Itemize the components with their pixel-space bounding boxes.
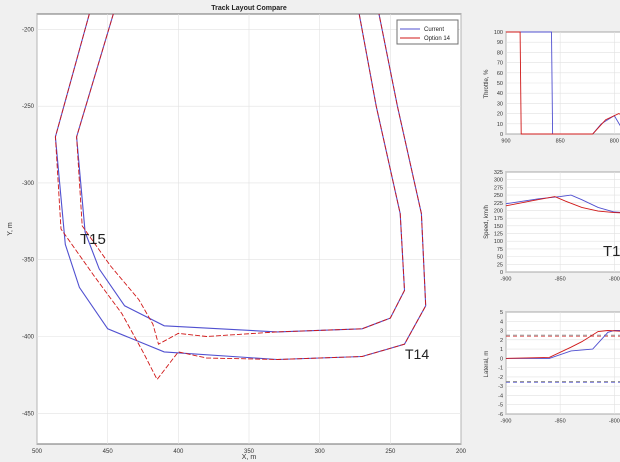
x-tick-label: -850: [555, 277, 566, 283]
y-tick-label: 70: [497, 61, 503, 67]
x-tick-label: 300: [315, 449, 326, 455]
y-tick-label: -450: [22, 411, 35, 417]
x-tick-label: -900: [500, 277, 511, 283]
x-tick-label: 900: [501, 139, 510, 145]
y-tick-label: -6: [498, 412, 503, 418]
y-tick-label: 60: [497, 71, 503, 77]
series-line-option-14: [506, 31, 620, 135]
lateral-panel: Lateral, m 5 4 3 2 1 0 -1 -2 -3 -4 -5 -6-900 -850 -80…: [484, 310, 620, 425]
x-tick-label: 200: [456, 449, 467, 455]
speed-ylabel: Speed, km/h: [484, 205, 490, 239]
y-tick-label: 40: [497, 91, 503, 97]
y-tick-label: -400: [22, 335, 35, 341]
x-tick-label: 400: [173, 449, 184, 455]
y-tick-label: 50: [497, 255, 503, 261]
lateral-lines: [505, 330, 620, 383]
y-tick-label: 50: [497, 81, 503, 87]
y-tick-label: 250: [494, 193, 503, 199]
lateral-ticks: 5 4 3 2 1 0 -1 -2 -3 -4 -5 -6-900 -850 -800: [498, 310, 620, 425]
throttle-lines: [506, 31, 620, 135]
y-tick-label: -250: [22, 104, 35, 110]
y-tick-label: -5: [498, 403, 503, 409]
main-track-lines: [54, 13, 427, 381]
corner-label-t14: T14: [405, 346, 429, 362]
main-legend: Current Option 14: [396, 19, 459, 45]
track-edge-inner-option-14: [76, 13, 405, 345]
y-tick-label: 0: [500, 132, 503, 138]
lateral-ylabel: Lateral, m: [484, 351, 490, 378]
y-tick-label: 200: [494, 208, 503, 214]
throttle-ylabel: Throttle, %: [484, 69, 490, 99]
y-tick-label: 0: [500, 356, 503, 362]
main-plot-ylabel: Y, m: [7, 222, 14, 236]
main-plot-title: Track Layout Compare: [211, 5, 287, 12]
legend-option-label: Option 14: [424, 36, 451, 42]
x-tick-label: 800: [610, 139, 619, 145]
speed-grid: [505, 171, 620, 273]
y-tick-label: 4: [500, 319, 503, 325]
legend-box: [396, 19, 459, 45]
speed-lines: [505, 194, 620, 214]
speed-ticks: 3253002752502252001751501251007550250-90…: [494, 170, 620, 283]
track-plot: Track Layout Compare X, m Y, m -200-250-…: [7, 5, 467, 461]
y-tick-label: -200: [22, 27, 35, 33]
lateral-grid: [505, 311, 620, 415]
legend-current-label: Current: [424, 27, 444, 33]
y-tick-label: 2: [500, 338, 503, 344]
speed-corner-label: T1: [603, 243, 620, 260]
y-tick-label: -3: [498, 384, 503, 390]
x-tick-label: -850: [555, 419, 566, 425]
x-tick-label: 350: [244, 449, 255, 455]
x-tick-label: -800: [609, 419, 620, 425]
y-tick-label: 25: [497, 262, 503, 268]
y-tick-label: 10: [497, 122, 503, 128]
y-tick-label: 175: [494, 216, 503, 222]
x-tick-label: 850: [556, 139, 565, 145]
series-line-current: [506, 330, 620, 359]
y-tick-label: 100: [494, 30, 503, 36]
series-line-option-14: [505, 196, 620, 214]
y-tick-label: 5: [500, 310, 503, 316]
y-tick-label: -350: [22, 258, 35, 264]
y-tick-label: 150: [494, 224, 503, 230]
y-tick-label: -2: [498, 375, 503, 381]
y-tick-label: -1: [498, 366, 503, 372]
speed-panel: Speed, km/h 3253002752502252001751501251…: [484, 170, 620, 283]
y-tick-label: -4: [498, 393, 503, 399]
y-tick-label: 100: [494, 239, 503, 245]
track-edge-outer-option-14: [54, 13, 427, 381]
x-tick-label: -900: [500, 419, 511, 425]
x-tick-label: 450: [103, 449, 114, 455]
y-tick-label: 325: [494, 170, 503, 176]
y-tick-label: 125: [494, 232, 503, 238]
main-ticks: -200 -250 -300 -350 -400 -450 500 450 400 350 300 2…: [22, 27, 467, 455]
y-tick-label: 225: [494, 201, 503, 207]
y-tick-label: 75: [497, 247, 503, 253]
y-tick-label: 90: [497, 40, 503, 46]
y-tick-label: 275: [494, 185, 503, 191]
y-tick-label: 0: [500, 270, 503, 276]
y-tick-label: 300: [494, 178, 503, 184]
series-line-option-14: [505, 330, 620, 359]
y-tick-label: 3: [500, 329, 503, 335]
y-tick-label: 1: [500, 347, 503, 353]
x-tick-label: 250: [385, 449, 396, 455]
x-tick-label: 500: [32, 449, 43, 455]
y-tick-label: 20: [497, 112, 503, 118]
y-tick-label: 80: [497, 50, 503, 56]
main-plot-xlabel: X, m: [242, 454, 257, 461]
y-tick-label: 30: [497, 101, 503, 107]
main-grid: [36, 14, 462, 444]
corner-label-t15: T15: [80, 231, 106, 248]
y-tick-label: -300: [22, 181, 35, 187]
x-tick-label: -800: [609, 277, 620, 283]
lateral-panel-bg: [505, 311, 620, 415]
